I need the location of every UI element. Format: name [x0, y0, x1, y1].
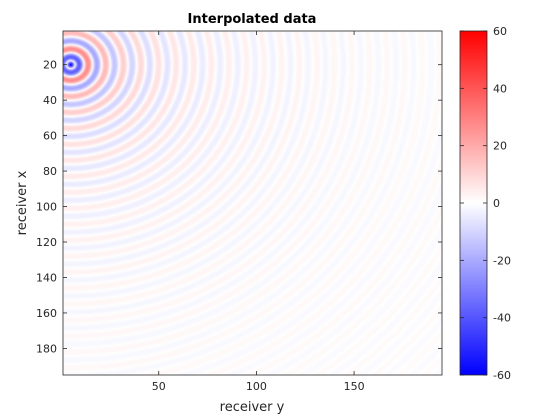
y-axis-label: receiver x [15, 170, 30, 235]
plot-frame [62, 30, 443, 376]
x-tick-label: 50 [152, 380, 166, 393]
chart-title: Interpolated data [188, 12, 317, 27]
colorbar-tick-label: 20 [493, 140, 507, 153]
y-tick-label: 180 [36, 342, 57, 355]
y-axis: 20 40 60 80 100 120 140 160 180 [36, 59, 442, 355]
x-tick-label: 150 [344, 380, 365, 393]
y-tick-label: 20 [43, 59, 57, 72]
y-tick-label: 80 [43, 165, 57, 178]
y-tick-label: 160 [36, 307, 57, 320]
x-tick-label: 100 [246, 380, 267, 393]
y-tick-label: 120 [36, 236, 57, 249]
colorbar-tick-label: -60 [493, 369, 511, 382]
y-tick-label: 100 [36, 201, 57, 214]
colorbar: -60 -40 -20 0 20 40 60 [459, 25, 511, 382]
colorbar-ticks: -60 -40 -20 0 20 40 60 [460, 25, 511, 382]
colorbar-tick-label: 60 [493, 25, 507, 38]
colorbar-tick-label: -40 [493, 312, 511, 325]
colorbar-tick-label: 40 [493, 82, 507, 95]
colorbar-gradient [459, 30, 488, 376]
x-axis: 50 100 150 [152, 31, 365, 393]
colorbar-tick-label: -20 [493, 254, 511, 267]
x-axis-label: receiver y [220, 400, 285, 415]
y-tick-label: 40 [43, 94, 57, 107]
colorbar-tick-label: 0 [493, 197, 500, 210]
heatmap-image [63, 31, 442, 375]
y-tick-label: 60 [43, 130, 57, 143]
y-tick-label: 140 [36, 271, 57, 284]
plot-area [62, 30, 443, 376]
